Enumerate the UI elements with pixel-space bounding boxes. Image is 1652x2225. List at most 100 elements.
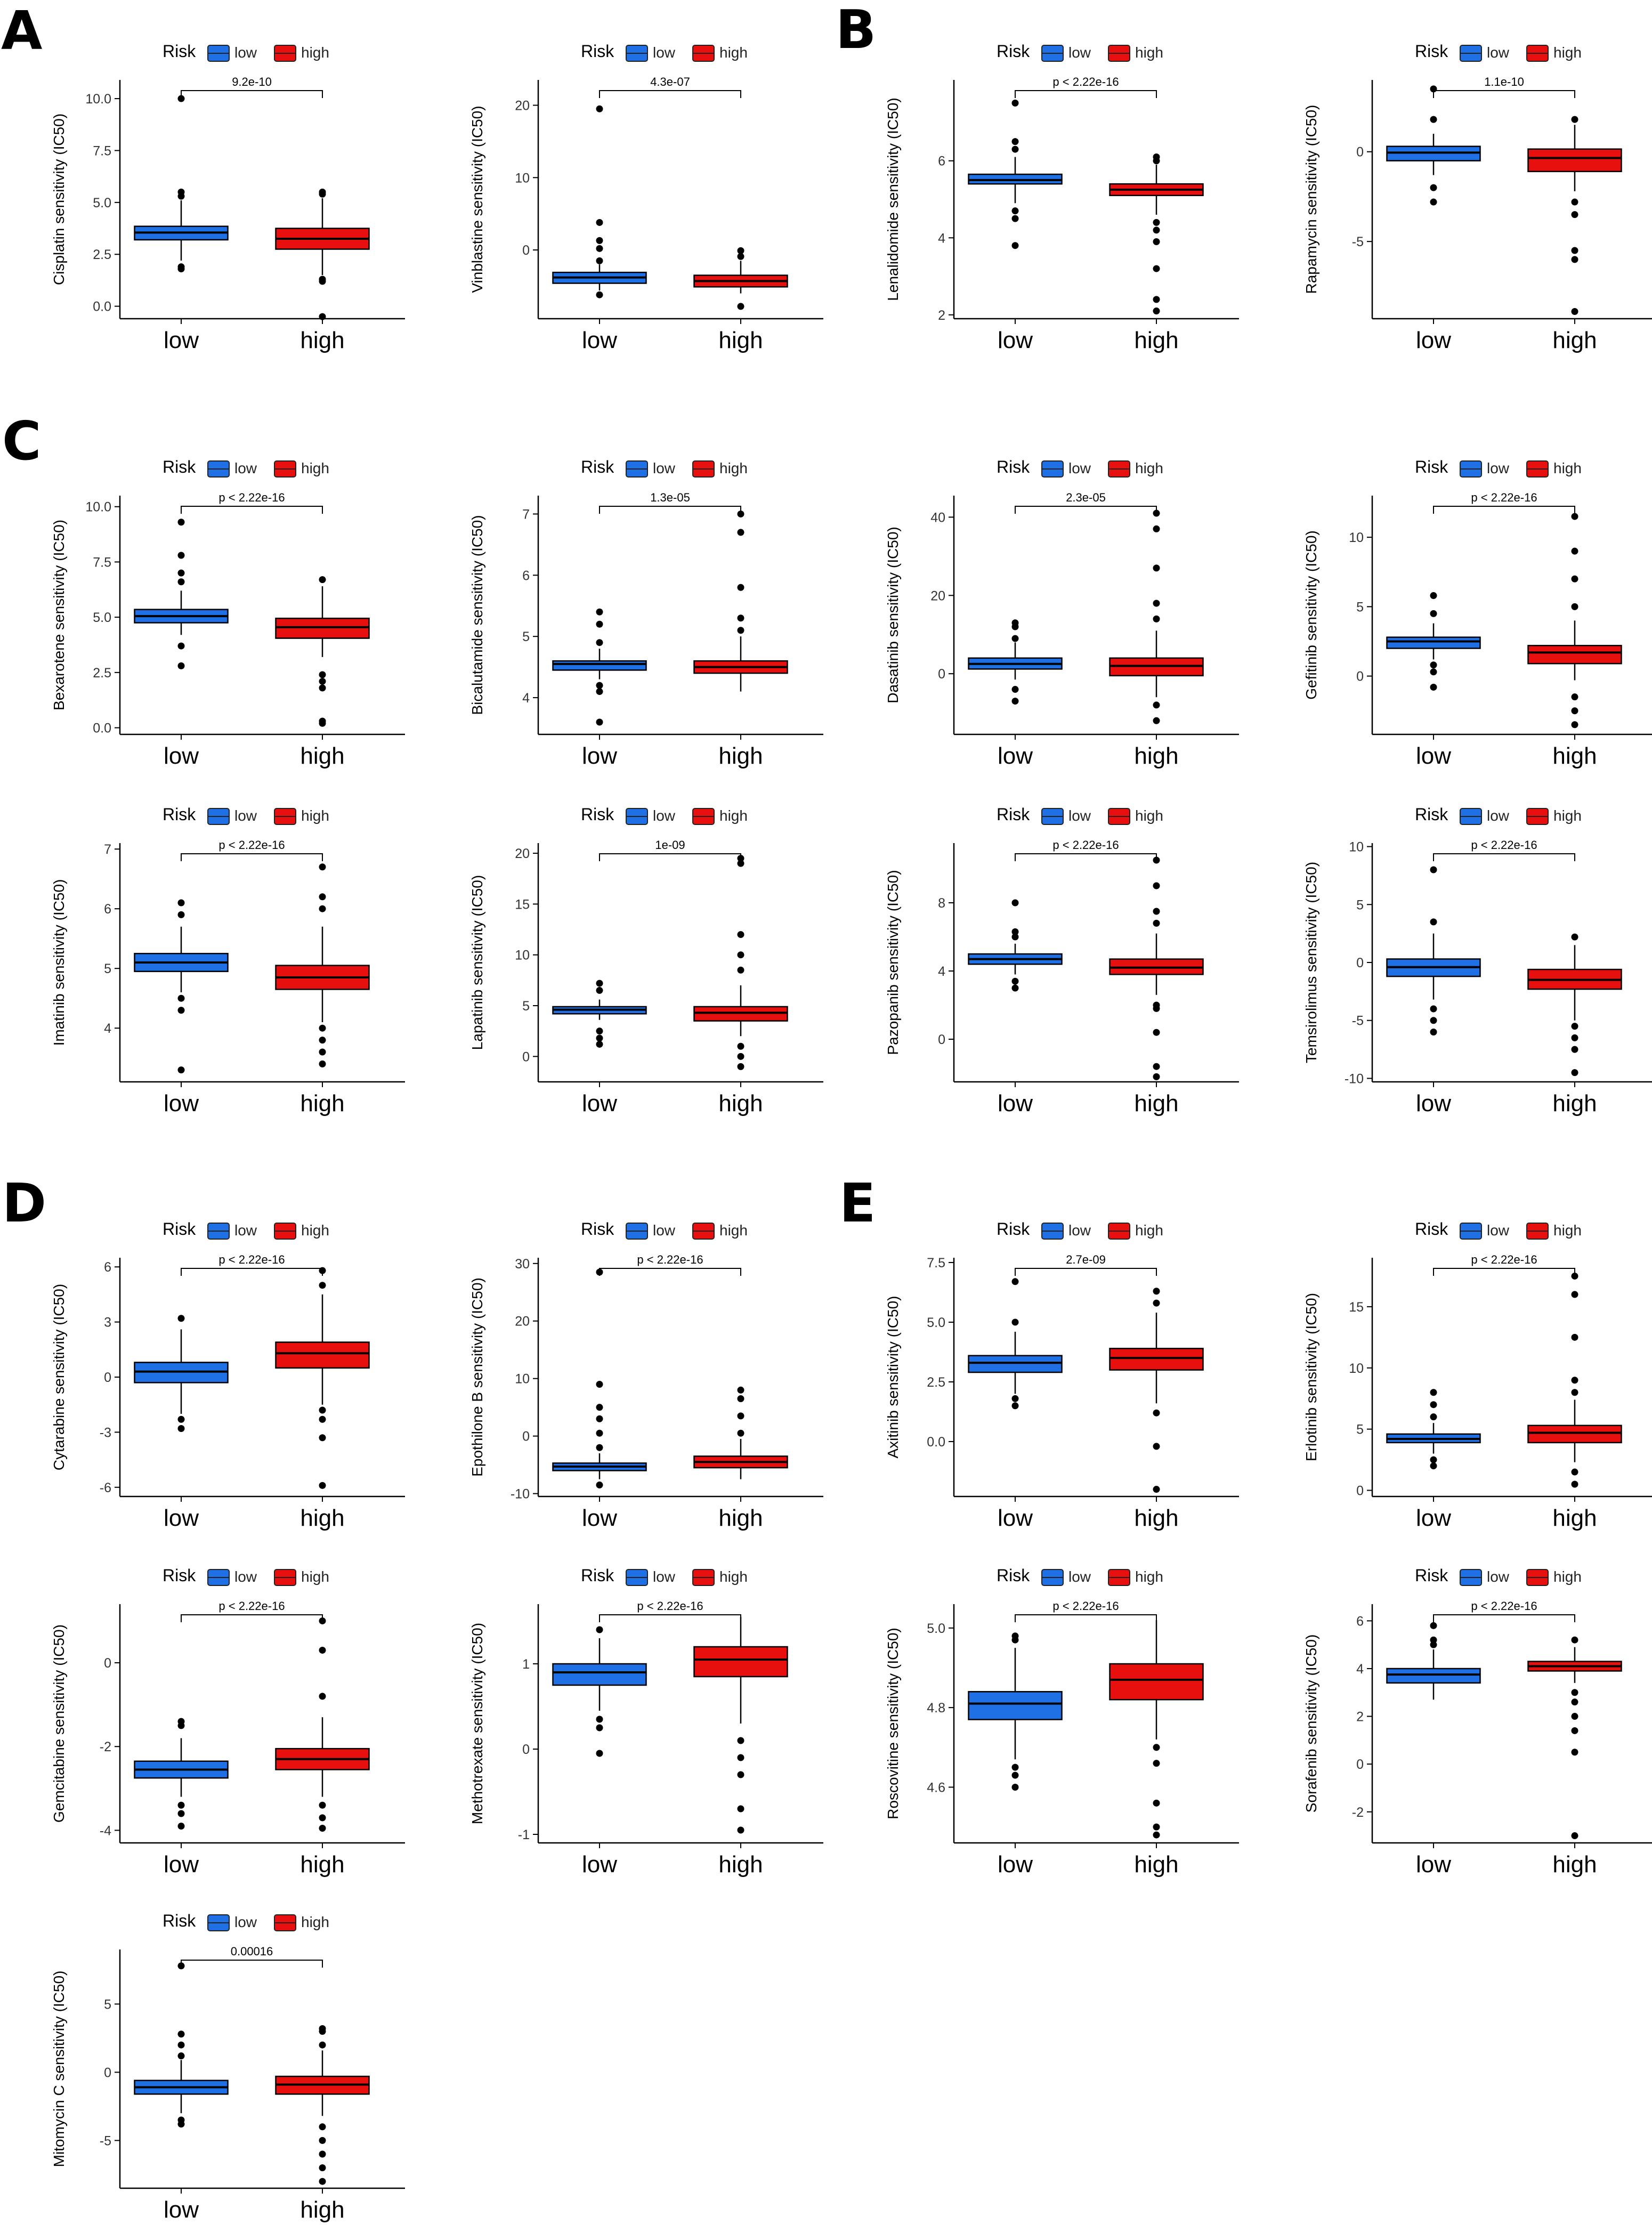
outlier-low: [596, 620, 603, 628]
outlier-high: [1153, 1443, 1160, 1450]
outlier-low: [1011, 1763, 1019, 1771]
outlier-high: [319, 671, 326, 678]
legend-label-low: low: [1487, 1568, 1510, 1585]
outlier-high: [737, 1754, 744, 1761]
outlier-high: [1153, 1063, 1160, 1070]
outlier-low: [177, 578, 185, 586]
outlier-low: [177, 1066, 185, 1074]
p-value-label: 0.00016: [231, 1945, 273, 1958]
outlier-high: [737, 951, 744, 959]
y-tick-label: 6: [1356, 1614, 1364, 1629]
y-tick-label: 10: [1349, 840, 1364, 855]
outlier-low: [177, 1315, 185, 1322]
outlier-high: [1153, 1744, 1160, 1751]
outlier-high: [737, 1429, 744, 1437]
x-tick-label-low: low: [582, 327, 617, 353]
y-tick-label: 0: [938, 1032, 945, 1047]
significance-bracket: [599, 853, 741, 861]
x-tick-label-low: low: [164, 743, 199, 769]
outlier-low: [177, 95, 185, 102]
p-value-label: 1.1e-10: [1484, 75, 1524, 88]
outlier-high: [737, 1826, 744, 1834]
outlier-high: [1153, 1799, 1160, 1807]
y-axis-label: Bicalutamide sensitivity (IC50): [469, 515, 485, 715]
outlier-high: [1153, 1409, 1160, 1417]
outlier-low: [596, 1429, 603, 1437]
outlier-low: [596, 1404, 603, 1411]
outlier-high: [319, 1693, 326, 1700]
x-tick-label-low: low: [998, 1090, 1033, 1116]
outlier-low: [177, 1801, 185, 1809]
y-axis-label: Lenalidomide sensitivity (IC50): [885, 98, 901, 301]
legend-title: Risk: [581, 457, 614, 476]
y-tick-label: 0: [938, 667, 945, 682]
outlier-low: [596, 1040, 603, 1048]
outlier-low: [596, 1415, 603, 1422]
legend-title: Risk: [1415, 1219, 1448, 1239]
y-tick-label: -2: [100, 1739, 111, 1754]
outlier-high: [1153, 219, 1160, 226]
y-tick-label: 0: [522, 1049, 530, 1064]
outlier-high: [319, 905, 326, 912]
y-axis-label: Imatinib sensitivity (IC50): [51, 879, 67, 1046]
y-tick-label: 0: [1356, 669, 1364, 684]
outlier-high: [737, 627, 744, 634]
outlier-low: [177, 1823, 185, 1830]
x-tick-label-high: high: [300, 1505, 344, 1531]
outlier-low: [1011, 242, 1019, 249]
box-low: [552, 660, 647, 671]
legend-title: Risk: [997, 42, 1030, 61]
y-tick-label: 4: [104, 1021, 111, 1036]
x-tick-label-low: low: [164, 1090, 199, 1116]
outlier-low: [1011, 635, 1019, 642]
outlier-high: [1571, 1291, 1578, 1298]
legend-label-low: low: [1487, 460, 1510, 476]
outlier-high: [737, 253, 744, 260]
box-high: [1527, 1425, 1622, 1444]
y-axis-label: Cisplatin sensitivity (IC50): [51, 114, 67, 285]
y-tick-label: -3: [100, 1425, 111, 1440]
outlier-low: [596, 105, 603, 112]
p-value-label: p < 2.22e-16: [1471, 1599, 1537, 1613]
outlier-low: [177, 552, 185, 559]
y-tick-label: 5.0: [927, 1315, 945, 1330]
y-tick-label: 4.8: [927, 1701, 945, 1716]
box-high: [1527, 148, 1622, 173]
outlier-high: [1571, 308, 1578, 315]
outlier-high: [319, 863, 326, 871]
x-tick-label-low: low: [998, 743, 1033, 769]
p-value-label: p < 2.22e-16: [1471, 491, 1537, 504]
x-tick-label-high: high: [1552, 327, 1597, 353]
outlier-low: [1011, 933, 1019, 941]
outlier-high: [1571, 1272, 1578, 1280]
y-tick-label: 10: [515, 1372, 530, 1387]
x-tick-label-high: high: [1552, 743, 1597, 769]
y-tick-label: -6: [100, 1480, 111, 1495]
y-tick-label: 2.5: [93, 247, 111, 262]
panel-bicalutamide: Risk low high 4 5 6 7 Bicalutamide sensitivity …: [469, 457, 823, 769]
legend-title: Risk: [163, 1566, 196, 1585]
outlier-low: [1011, 977, 1019, 985]
outlier-high: [1571, 721, 1578, 729]
significance-bracket: [181, 1960, 323, 1968]
outlier-low: [177, 569, 185, 577]
outlier-high: [1153, 717, 1160, 724]
outlier-high: [737, 1042, 744, 1050]
box-high: [1109, 1347, 1204, 1371]
y-axis-label: Axitinib sensitivity (IC50): [885, 1296, 901, 1459]
panel-label-e: E: [839, 1172, 876, 1234]
outlier-high: [1571, 1046, 1578, 1053]
outlier-high: [319, 2137, 326, 2144]
y-axis-label: Lapatinib sensitivity (IC50): [469, 875, 485, 1050]
outlier-high: [737, 247, 744, 254]
p-value-label: p < 2.22e-16: [637, 1253, 703, 1266]
panel-cisplatin: Risk low high 0.0 2.5 5.0 7.5 10.0 Cisplatin sen…: [51, 42, 405, 353]
outlier-high: [1153, 153, 1160, 161]
y-tick-label: 10.0: [85, 500, 111, 515]
p-value-label: p < 2.22e-16: [218, 838, 285, 852]
panel-label-b: B: [836, 0, 877, 61]
outlier-low: [1011, 686, 1019, 693]
outlier-low: [596, 1716, 603, 1723]
x-tick-label-low: low: [1416, 1505, 1451, 1531]
x-tick-label-high: high: [718, 743, 763, 769]
